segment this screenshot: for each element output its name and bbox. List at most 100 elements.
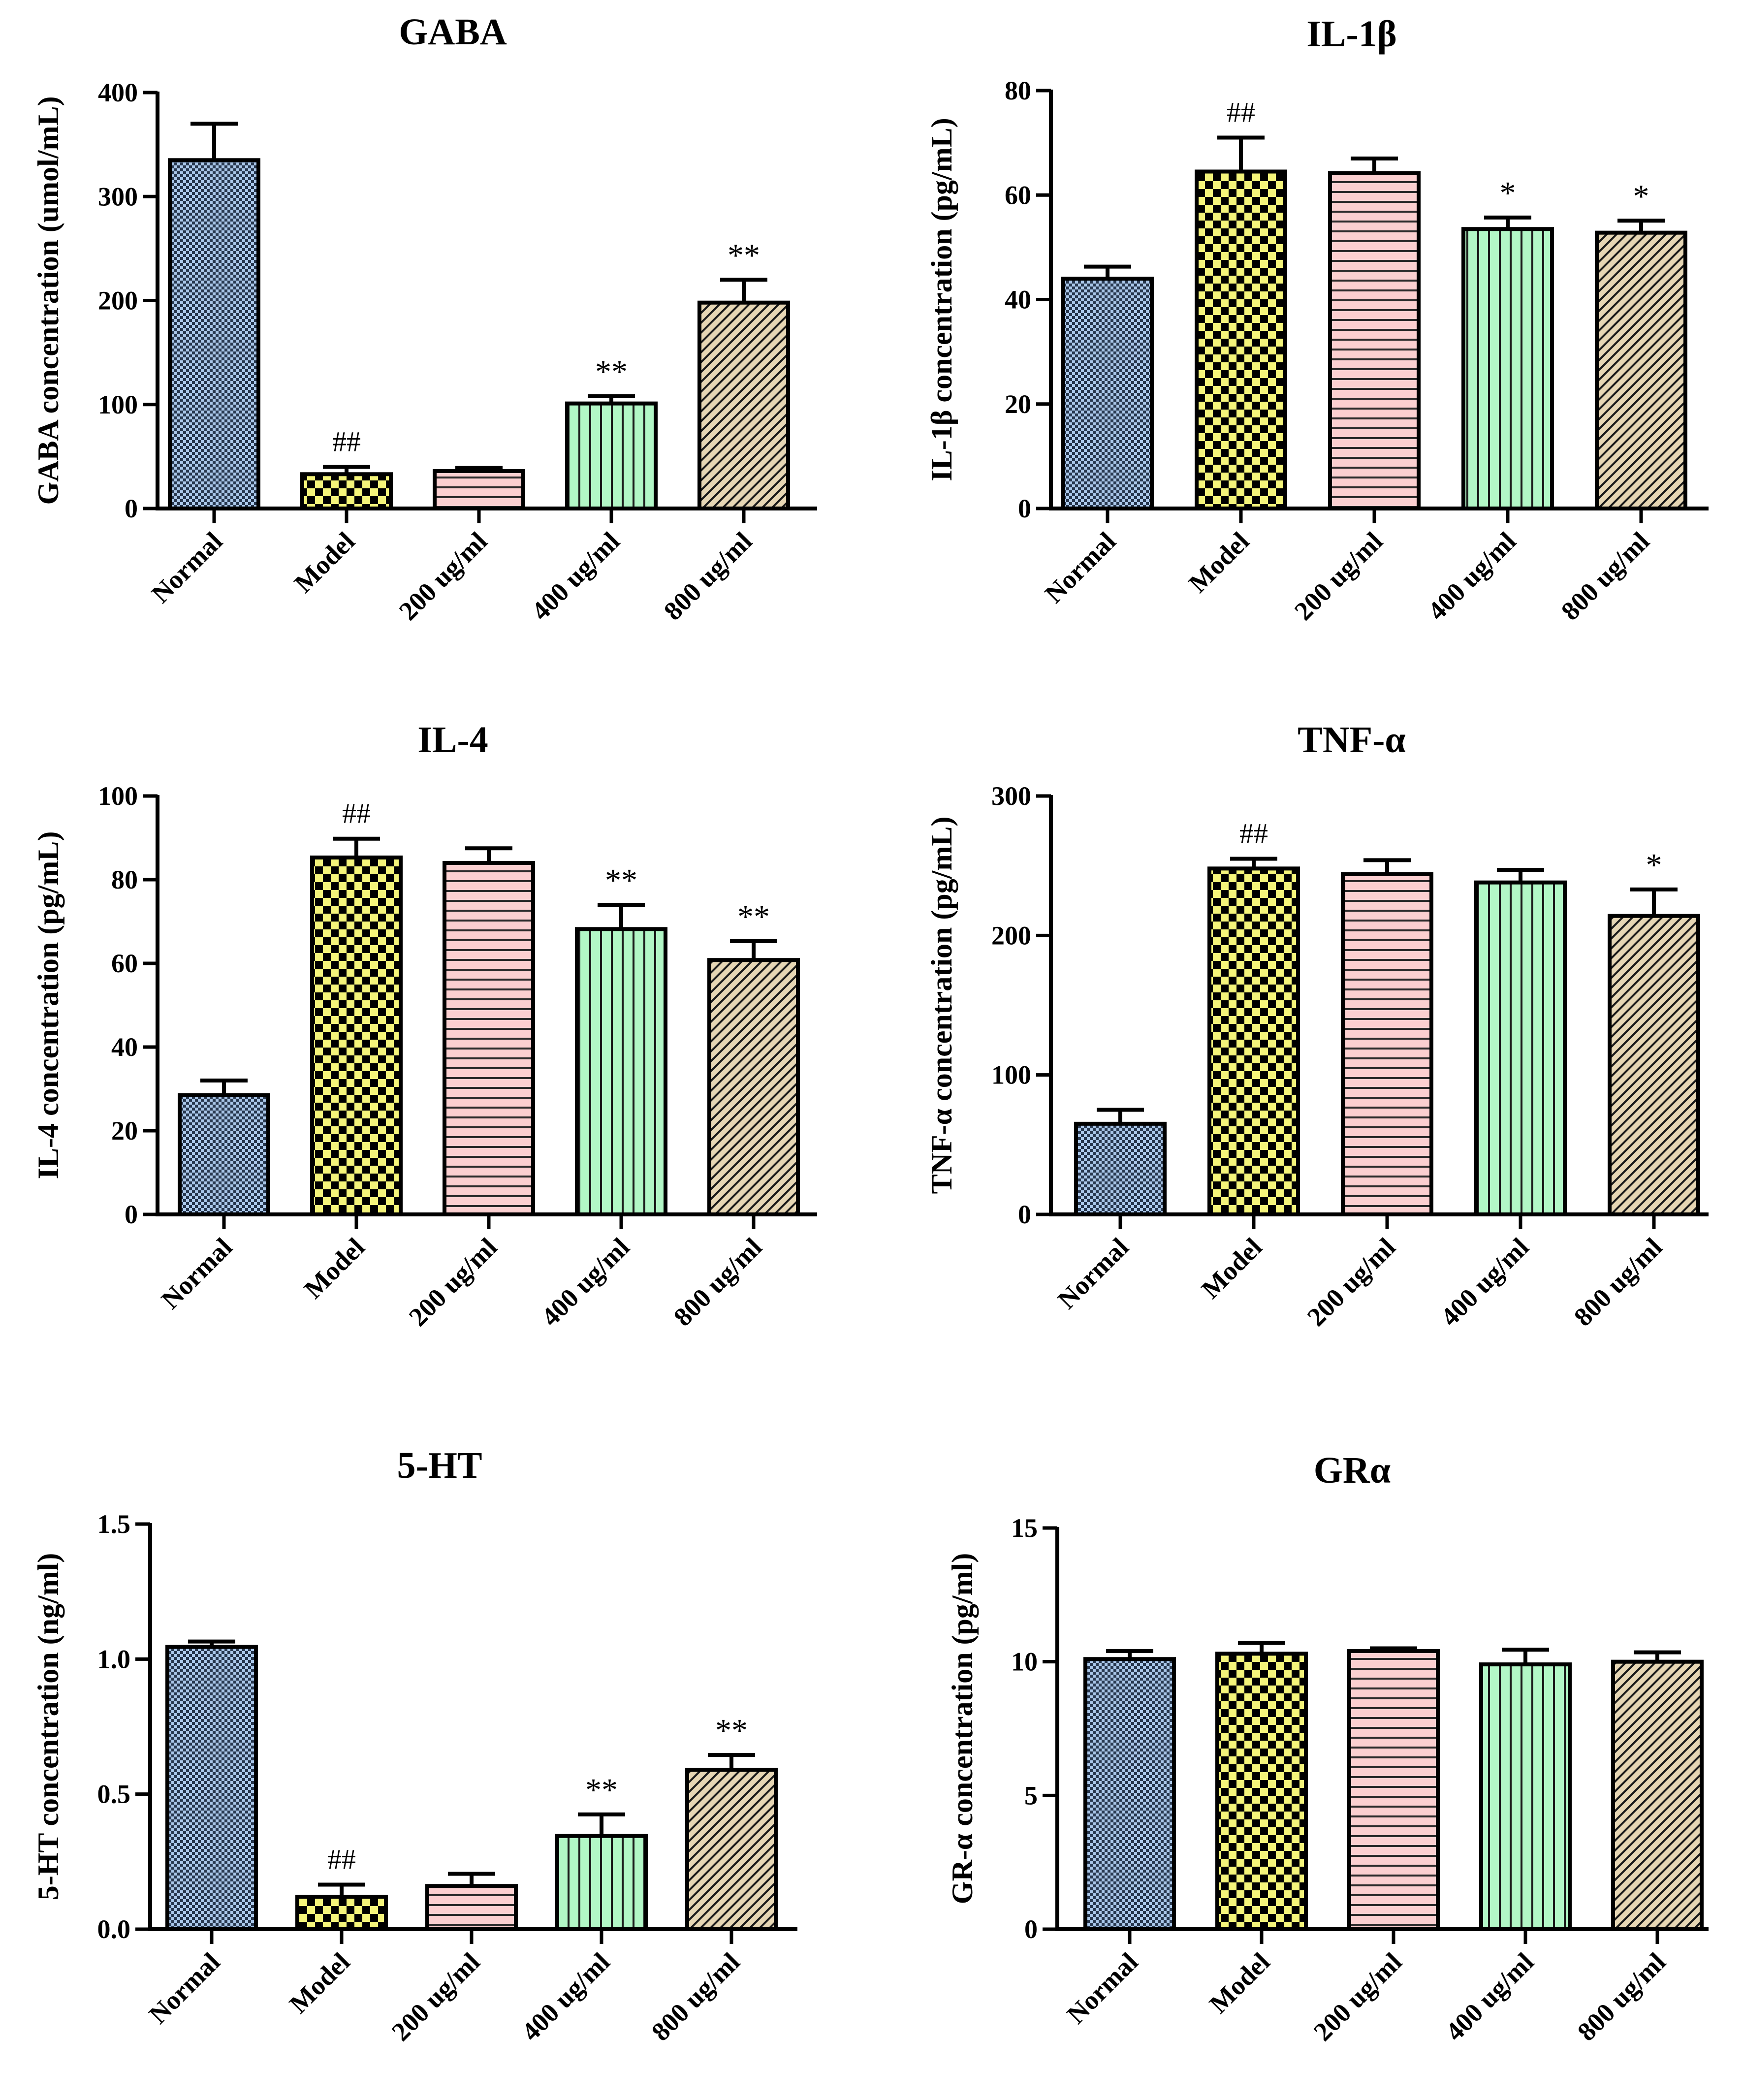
y-tick-label: 0.0 <box>97 1914 131 1944</box>
x-tick-label: 200 ug/ml <box>1301 1232 1401 1332</box>
y-tick-label: 80 <box>111 865 138 894</box>
y-tick-label: 40 <box>111 1032 138 1062</box>
x-tick-label: 400 ug/ml <box>526 526 626 626</box>
bar <box>1611 1659 1704 1932</box>
y-tick-label: 100 <box>98 390 138 419</box>
y-tick-label: 60 <box>1005 180 1031 210</box>
bar <box>295 1895 388 1931</box>
chart-title: 5-HT <box>397 1445 482 1486</box>
x-tick-label: Normal <box>146 526 228 609</box>
y-tick-label: 100 <box>991 1060 1031 1090</box>
x-tick-label: 200 ug/ml <box>1289 526 1389 626</box>
chart-title: GRα <box>1314 1450 1391 1491</box>
x-tick-label: 800 ug/ml <box>658 526 758 626</box>
x-tick-label: Model <box>284 1947 355 2019</box>
bar <box>168 158 260 510</box>
y-axis-label: TNF-α concentration (pg/mL) <box>925 817 958 1194</box>
x-tick-label: Normal <box>1039 526 1122 609</box>
x-tick-label: 400 ug/ml <box>1440 1947 1540 2047</box>
bar <box>1061 277 1154 510</box>
y-tick-label: 300 <box>991 781 1031 811</box>
x-tick-label: 400 ug/ml <box>536 1232 635 1332</box>
bar <box>1195 169 1287 510</box>
bar <box>1074 1121 1167 1216</box>
y-tick-label: 40 <box>1005 285 1031 315</box>
x-tick-label: 200 ug/ml <box>403 1232 503 1332</box>
bar <box>178 1093 270 1216</box>
bar <box>1328 171 1421 510</box>
y-tick-label: 10 <box>1011 1647 1038 1677</box>
significance-label: ## <box>342 797 371 829</box>
x-tick-label: Normal <box>1061 1947 1144 2030</box>
bar <box>575 927 667 1217</box>
y-tick-label: 0 <box>125 494 138 523</box>
x-tick-label: Model <box>1183 526 1255 598</box>
bar <box>165 1645 258 1931</box>
bar <box>1608 914 1700 1216</box>
y-axis-label: GR-α concentration (pg/ml) <box>946 1553 979 1904</box>
y-tick-label: 0.5 <box>97 1780 131 1809</box>
significance-label: ## <box>1239 818 1268 850</box>
significance-label: ** <box>605 862 637 898</box>
bar <box>300 472 393 510</box>
y-tick-label: 80 <box>1005 76 1031 105</box>
chart-title: IL-4 <box>417 719 488 761</box>
y-tick-label: 5 <box>1024 1781 1038 1810</box>
significance-label: ** <box>737 899 770 935</box>
x-tick-label: 400 ug/ml <box>516 1947 616 2047</box>
x-tick-label: Model <box>298 1232 370 1304</box>
significance-label: ## <box>332 426 361 458</box>
chart-title: GABA <box>399 11 507 53</box>
significance-label: ## <box>327 1843 356 1875</box>
y-tick-label: 200 <box>98 286 138 316</box>
y-tick-label: 300 <box>98 182 138 211</box>
chart-panel-2: IL-1β IL-1β concentration (pg/mL) 0 20 40 60 8… <box>925 13 1709 626</box>
significance-label: ## <box>1227 96 1255 128</box>
y-axis-label: IL-4 concentration (pg/mL) <box>32 831 64 1179</box>
y-tick-label: 200 <box>991 921 1031 950</box>
chart-title: TNF-α <box>1298 719 1406 761</box>
x-tick-label: Model <box>288 526 360 598</box>
bar <box>707 958 800 1216</box>
significance-label: * <box>1500 175 1516 211</box>
x-tick-label: 800 ug/ml <box>646 1947 746 2047</box>
significance-label: * <box>1646 847 1662 883</box>
y-tick-label: 20 <box>111 1116 138 1145</box>
bar <box>1479 1662 1572 1932</box>
chart-title: IL-1β <box>1306 13 1397 55</box>
bar <box>433 469 525 511</box>
chart-panel-4: TNF-α TNF-α concentration (pg/mL) 0 100 200 3… <box>925 719 1709 1332</box>
significance-label: ** <box>728 237 760 273</box>
significance-label: * <box>1633 178 1649 214</box>
y-tick-label: 0 <box>1024 1914 1038 1944</box>
bar <box>425 1884 518 1932</box>
x-tick-label: Normal <box>1052 1232 1135 1315</box>
x-tick-label: Normal <box>156 1232 238 1315</box>
bar <box>697 300 790 510</box>
bar <box>1341 872 1433 1216</box>
significance-label: ** <box>715 1713 748 1749</box>
y-tick-label: 60 <box>111 949 138 978</box>
bar <box>685 1768 778 1931</box>
bar <box>1207 866 1300 1217</box>
x-tick-label: 400 ug/ml <box>1422 526 1522 626</box>
bar <box>565 401 658 511</box>
y-tick-label: 0 <box>1018 494 1031 523</box>
bar <box>310 855 403 1216</box>
x-tick-label: 800 ug/ml <box>668 1232 768 1332</box>
significance-label: ** <box>585 1772 618 1808</box>
x-tick-label: 400 ug/ml <box>1435 1232 1535 1332</box>
bar <box>1347 1649 1440 1931</box>
x-tick-label: 200 ug/ml <box>1308 1947 1408 2047</box>
y-axis-label: GABA concentration (umol/mL) <box>32 96 64 505</box>
significance-label: ** <box>595 354 628 390</box>
x-tick-label: 200 ug/ml <box>393 526 493 626</box>
x-tick-label: Model <box>1196 1232 1268 1304</box>
x-tick-label: Normal <box>143 1947 226 2030</box>
y-axis-label: 5-HT concentration (ng/ml) <box>32 1553 64 1901</box>
chart-panel-6: GRα GR-α concentration (pg/ml) 0 5 10 15 Norma… <box>946 1450 1709 2047</box>
y-tick-label: 1.5 <box>97 1509 131 1539</box>
chart-panel-3: IL-4 IL-4 concentration (pg/mL) 0 20 40 60 80 1… <box>32 719 817 1332</box>
chart-panel-5: 5-HT 5-HT concentration (ng/ml) 0.0 0.5 1.0 1… <box>32 1445 797 2047</box>
